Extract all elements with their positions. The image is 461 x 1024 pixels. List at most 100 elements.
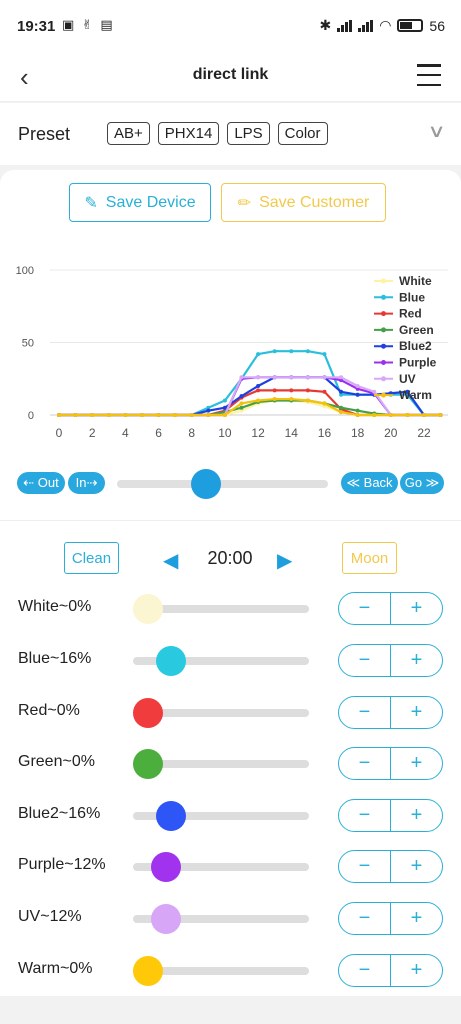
preset-chip-abplus[interactable]: AB+ xyxy=(107,122,150,145)
menu-icon[interactable] xyxy=(417,64,441,86)
decrease-button[interactable]: − xyxy=(358,649,371,671)
x-tick-label: 16 xyxy=(318,426,332,440)
decrease-button[interactable]: − xyxy=(358,752,371,774)
channel-slider[interactable] xyxy=(133,657,309,665)
data-point xyxy=(289,375,294,380)
channel-slider-thumb[interactable] xyxy=(133,594,163,624)
decrease-button[interactable]: − xyxy=(358,959,371,981)
preset-chip-color[interactable]: Color xyxy=(277,122,328,145)
data-point xyxy=(322,375,327,380)
increase-button[interactable]: + xyxy=(390,593,442,624)
channel-row-blue: Blue~16% − + xyxy=(0,641,461,681)
channel-slider-thumb[interactable] xyxy=(133,749,163,779)
x-tick-label: 20 xyxy=(384,426,398,440)
data-point xyxy=(239,405,244,410)
channel-slider-thumb[interactable] xyxy=(133,698,163,728)
back-icon[interactable]: ‹ xyxy=(20,62,29,92)
data-point xyxy=(355,413,360,417)
data-point xyxy=(422,413,426,417)
decrease-button[interactable]: − xyxy=(358,701,371,723)
increase-button[interactable]: + xyxy=(390,748,442,779)
x-tick-label: 18 xyxy=(351,426,365,440)
channel-slider[interactable] xyxy=(133,915,309,923)
preset-row: Preset AB+ PHX14 LPS Color ∨ xyxy=(0,103,461,165)
go-button[interactable]: Go ≫ xyxy=(400,472,444,494)
preset-chip-phx14[interactable]: PHX14 xyxy=(157,122,220,145)
channel-slider-thumb[interactable] xyxy=(150,852,181,882)
channel-slider[interactable] xyxy=(133,709,309,717)
zoom-in-button[interactable]: In⇢ xyxy=(68,472,105,494)
decrease-button[interactable]: − xyxy=(358,804,371,826)
increase-button[interactable]: + xyxy=(390,800,442,831)
save-device-button[interactable]: ✎ Save Device xyxy=(69,183,211,222)
channel-slider-thumb[interactable] xyxy=(150,904,181,934)
timeline-slider[interactable] xyxy=(117,469,328,499)
data-point xyxy=(156,413,161,417)
status-time: 19:31 xyxy=(17,18,56,35)
notification-icons: ▣ ✌ ▤ xyxy=(62,17,115,32)
increase-button[interactable]: + xyxy=(390,645,442,676)
data-point xyxy=(239,375,244,380)
channel-slider-thumb[interactable] xyxy=(156,646,187,676)
clean-button[interactable]: Clean xyxy=(64,542,119,574)
channel-label: Red~0% xyxy=(18,702,80,719)
channel-row-white: White~0% − + xyxy=(0,589,461,629)
legend-marker xyxy=(381,343,386,349)
decrease-button[interactable]: − xyxy=(358,597,371,619)
channel-slider[interactable] xyxy=(133,605,309,613)
x-tick-label: 14 xyxy=(285,426,299,440)
increase-button[interactable]: + xyxy=(390,851,442,882)
decrease-button[interactable]: − xyxy=(358,855,371,877)
y-tick-label: 0 xyxy=(28,410,34,422)
preset-chip-lps[interactable]: LPS xyxy=(227,122,270,145)
legend-label: White xyxy=(399,274,432,288)
data-point xyxy=(322,389,327,394)
data-point xyxy=(289,397,294,402)
channel-slider-thumb[interactable] xyxy=(133,956,163,986)
x-tick-label: 2 xyxy=(89,426,96,440)
legend-marker xyxy=(381,311,386,317)
data-point xyxy=(289,349,294,354)
channel-slider[interactable] xyxy=(133,967,309,975)
channel-label: Blue2~16% xyxy=(18,805,101,822)
channel-label: White~0% xyxy=(18,598,92,615)
data-point xyxy=(189,413,194,417)
channel-stepper: − + xyxy=(338,902,443,935)
preset-chips: AB+ PHX14 LPS Color xyxy=(107,122,328,145)
moon-button[interactable]: Moon xyxy=(342,542,397,574)
back-button[interactable]: ≪ Back xyxy=(341,472,398,494)
legend-label: Red xyxy=(399,307,422,321)
battery-level: 56 xyxy=(429,17,445,34)
legend-marker xyxy=(381,376,386,382)
increase-button[interactable]: + xyxy=(390,955,442,986)
timeline-slider-thumb[interactable] xyxy=(190,469,221,499)
back-label: ≪ Back xyxy=(346,475,393,490)
next-time-icon[interactable]: ▶ xyxy=(277,550,293,572)
increase-button[interactable]: + xyxy=(390,697,442,728)
increase-button[interactable]: + xyxy=(390,903,442,934)
data-point xyxy=(372,389,377,394)
data-point xyxy=(206,405,211,410)
data-point xyxy=(222,398,227,403)
wifi-icon: ◠ xyxy=(379,17,392,33)
x-tick-label: 10 xyxy=(218,426,232,440)
data-point xyxy=(222,405,227,410)
channel-slider[interactable] xyxy=(133,812,309,820)
data-point xyxy=(73,413,78,417)
save-customer-button[interactable]: ✏ Save Customer xyxy=(221,183,386,222)
channel-slider-thumb[interactable] xyxy=(156,801,187,831)
data-point xyxy=(57,413,61,417)
signal-icon xyxy=(337,19,353,32)
channel-slider[interactable] xyxy=(133,863,309,871)
channel-slider[interactable] xyxy=(133,760,309,768)
data-point xyxy=(339,392,344,397)
prev-time-icon[interactable]: ◀ xyxy=(163,550,179,572)
chevron-down-icon[interactable]: ∨ xyxy=(427,121,446,141)
bluetooth-icon: ✱ xyxy=(319,17,332,33)
decrease-button[interactable]: − xyxy=(358,907,371,929)
preset-label: Preset xyxy=(18,124,71,144)
data-point xyxy=(339,389,344,394)
channel-row-purple: Purple~12% − + xyxy=(0,847,461,887)
legend-label: Warm xyxy=(399,388,432,402)
zoom-out-button[interactable]: ⇠ Out xyxy=(17,472,65,494)
